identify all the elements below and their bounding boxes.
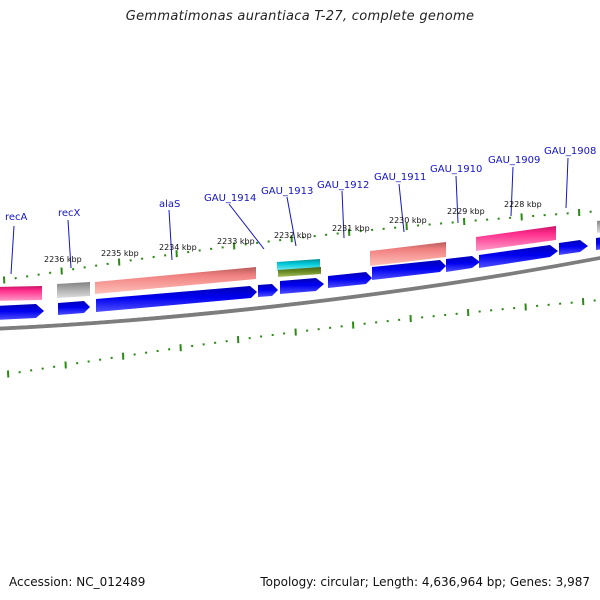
leader-alaS — [168, 209, 173, 261]
scale-label-2232: 2232 kbp — [274, 231, 312, 240]
feature-GAU_1909-rna[interactable] — [476, 226, 556, 251]
gene-label-GAU_1912[interactable]: GAU_1912 — [317, 180, 369, 191]
gene-label-GAU_1908[interactable]: GAU_1908 — [544, 146, 596, 157]
cds-arrow-recA[interactable] — [0, 304, 44, 320]
page-title: Gemmatimonas aurantiaca T-27, complete g… — [125, 9, 475, 24]
gene-label-GAU_1911[interactable]: GAU_1911 — [374, 172, 426, 183]
feature-alaS-salmon[interactable] — [95, 267, 256, 294]
outer-scale-ticks — [3, 208, 592, 284]
accession-text: Accession: NC_012489 — [9, 575, 146, 589]
scale-label-2235: 2235 kbp — [101, 249, 139, 258]
scale-label-2233: 2233 kbp — [217, 237, 255, 246]
leader-GAU_1912 — [341, 190, 345, 239]
leader-GAU_1908 — [565, 157, 569, 209]
scale-label-2231: 2231 kbp — [332, 224, 370, 233]
feature-gray-edge[interactable] — [597, 220, 600, 233]
gene-label-recA[interactable]: recA — [5, 212, 28, 223]
leader-GAU_1914 — [228, 203, 265, 250]
scale-labels: 2236 kbp 2235 kbp 2234 kbp 2233 kbp 2232… — [44, 200, 542, 264]
gene-label-GAU_1909[interactable]: GAU_1909 — [488, 155, 540, 166]
cds-arrow-GAU_1908[interactable] — [559, 240, 588, 255]
leader-GAU_1913 — [286, 196, 297, 247]
backbone-shadow — [0, 255, 600, 331]
leader-GAU_1911 — [398, 183, 405, 233]
gene-label-recX[interactable]: recX — [58, 208, 81, 219]
cds-arrow-recX[interactable] — [58, 301, 90, 315]
cds-arrows — [0, 237, 600, 320]
cds-arrow-GAU_1913[interactable] — [280, 278, 324, 294]
scale-label-2230: 2230 kbp — [389, 216, 427, 225]
gene-label-alaS[interactable]: alaS — [159, 199, 180, 210]
feature-GAU_1911-salmon[interactable] — [370, 242, 446, 266]
gene-leader-lines — [10, 157, 569, 275]
gene-labels: recA recX alaS GAU_1914 GAU_1913 GAU_191… — [5, 146, 596, 223]
gene-label-GAU_1910[interactable]: GAU_1910 — [430, 164, 482, 175]
cds-arrow-GAU_1910[interactable] — [446, 256, 480, 272]
genome-summary-text: Topology: circular; Length: 4,636,964 bp… — [260, 575, 590, 589]
feature-GAU_1913-olive[interactable] — [278, 267, 321, 277]
scale-label-2229: 2229 kbp — [447, 207, 485, 216]
gene-label-GAU_1913[interactable]: GAU_1913 — [261, 186, 313, 197]
cds-arrow-GAU_1914[interactable] — [258, 284, 278, 297]
leader-GAU_1910 — [455, 175, 459, 224]
inner-scale-ticks — [7, 298, 596, 378]
scale-label-2228: 2228 kbp — [504, 200, 542, 209]
feature-recA-rna[interactable] — [0, 286, 42, 301]
cds-arrow-edge[interactable] — [596, 237, 600, 250]
gene-label-GAU_1914[interactable]: GAU_1914 — [204, 193, 256, 204]
cds-arrow-GAU_1912[interactable] — [328, 272, 372, 288]
cds-arrow-GAU_1909[interactable] — [479, 245, 558, 268]
leader-recX — [67, 219, 72, 269]
upper-features — [0, 220, 600, 301]
cds-arrow-alaS[interactable] — [96, 286, 257, 312]
leader-recA — [10, 225, 15, 275]
leader-GAU_1909 — [510, 166, 514, 217]
cds-arrow-GAU_1911[interactable] — [372, 260, 446, 280]
scale-label-2236: 2236 kbp — [44, 255, 82, 264]
feature-recX-gray[interactable] — [57, 282, 90, 298]
scale-label-2234: 2234 kbp — [159, 243, 197, 252]
